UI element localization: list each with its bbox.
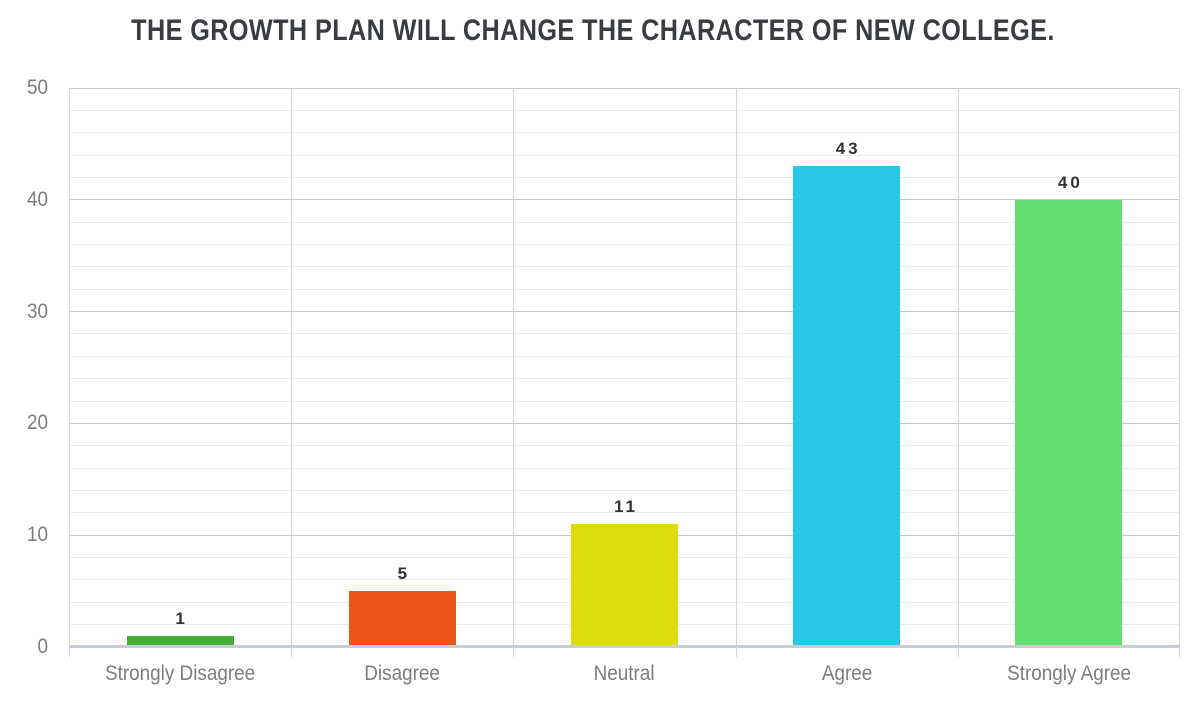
- x-tick-label: Strongly Disagree: [104, 662, 256, 685]
- gridline-minor: [69, 355, 1180, 357]
- gridline-minor: [69, 244, 1180, 246]
- gridline-minor: [69, 109, 1180, 111]
- gridline-major: [69, 199, 1180, 201]
- column-separator: [291, 88, 292, 657]
- gridline-minor: [69, 400, 1180, 402]
- gridline-minor: [69, 154, 1180, 156]
- x-tick-label: Disagree: [364, 662, 441, 685]
- gridline-minor: [69, 288, 1180, 290]
- gridline-minor: [69, 333, 1180, 335]
- x-axis-baseline: [69, 645, 1180, 648]
- gridline-major: [69, 311, 1180, 313]
- y-tick-label: 20: [26, 411, 48, 435]
- bar-agree: [793, 166, 901, 647]
- gridline-minor: [69, 512, 1180, 514]
- gridline-minor: [69, 266, 1180, 268]
- y-tick-label: 50: [26, 76, 48, 99]
- column-separator: [513, 88, 514, 657]
- column-separator: [736, 88, 737, 657]
- column-separator: [69, 88, 70, 657]
- gridline-minor: [69, 378, 1180, 380]
- bar-value-label: 11: [614, 497, 638, 517]
- gridline-minor: [69, 132, 1180, 134]
- chart-title: THE GROWTH PLAN WILL CHANGE THE CHARACTE…: [131, 14, 1055, 47]
- bar-neutral: [571, 524, 678, 647]
- y-tick-label: 10: [26, 523, 48, 547]
- gridline-minor: [69, 221, 1180, 223]
- gridline-minor: [69, 489, 1180, 491]
- gridline-minor: [69, 467, 1180, 469]
- column-separator: [1179, 88, 1180, 657]
- gridline-minor: [69, 445, 1180, 447]
- bar-strongly-disagree: [126, 635, 234, 647]
- bar-value-label: 43: [835, 139, 861, 159]
- bar-value-label: 40: [1057, 172, 1083, 192]
- gridline-minor: [69, 176, 1180, 178]
- bar-disagree: [348, 591, 456, 647]
- gridline-major: [69, 87, 1180, 89]
- column-separator: [958, 88, 959, 657]
- y-tick-label: 30: [26, 299, 48, 323]
- y-tick-label: 0: [37, 635, 48, 658]
- bar-value-label: 5: [397, 564, 411, 584]
- x-tick-label: Neutral: [594, 662, 655, 685]
- gridline-major: [69, 422, 1180, 424]
- bar-strongly-agree: [1015, 199, 1123, 647]
- plot-area: 1 5 11 43 40: [69, 87, 1180, 657]
- bar-value-label: 1: [175, 608, 188, 628]
- x-tick-label: Strongly Agree: [1006, 662, 1131, 685]
- x-tick-label: Agree: [821, 662, 872, 685]
- y-tick-label: 40: [26, 187, 48, 211]
